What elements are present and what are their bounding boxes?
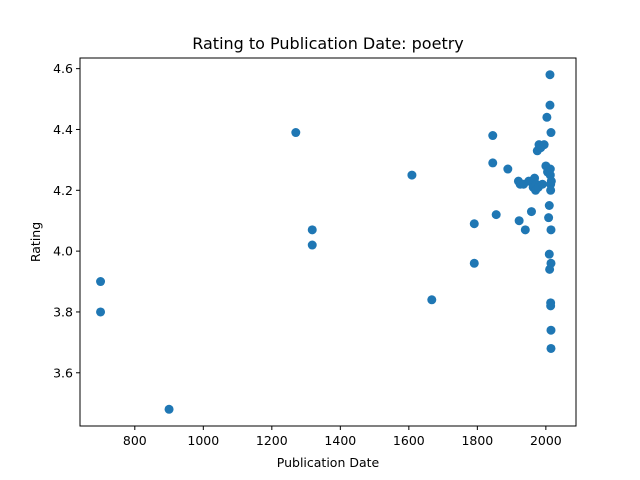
data-point — [164, 404, 174, 414]
data-point — [546, 128, 556, 138]
data-point — [307, 225, 317, 235]
data-point — [544, 213, 554, 223]
data-point — [96, 307, 106, 317]
data-point — [291, 128, 301, 138]
x-tick-label: 800 — [123, 433, 147, 448]
points-layer — [96, 70, 556, 414]
data-point — [537, 179, 547, 189]
data-point — [407, 170, 417, 180]
x-tick-label: 1400 — [324, 433, 356, 448]
x-tick-label: 2000 — [530, 433, 562, 448]
data-point — [546, 176, 556, 186]
data-point — [542, 112, 552, 122]
data-point — [546, 185, 556, 195]
y-tick-label: 3.6 — [53, 365, 73, 380]
x-tick-label: 1000 — [187, 433, 219, 448]
data-point — [546, 343, 556, 353]
data-point — [545, 70, 555, 80]
data-point — [544, 249, 554, 259]
data-point — [520, 225, 530, 235]
x-axis-label: Publication Date — [277, 455, 380, 470]
x-tick-label: 1200 — [256, 433, 288, 448]
data-point — [427, 295, 437, 305]
data-point — [307, 240, 317, 250]
chart-title: Rating to Publication Date: poetry — [192, 34, 464, 53]
plot-area-frame — [79, 57, 577, 427]
data-point — [514, 216, 524, 226]
data-point — [546, 225, 556, 235]
data-point — [488, 131, 498, 141]
data-point — [546, 301, 556, 311]
data-point — [96, 277, 106, 287]
y-tick-label: 4.0 — [53, 244, 73, 259]
data-point — [526, 207, 536, 217]
x-axis: 800 1000 1200 1400 1600 1800 2000 — [123, 426, 562, 448]
x-tick-label: 1800 — [461, 433, 493, 448]
data-point — [546, 325, 556, 335]
data-point — [546, 258, 556, 268]
y-axis-label: Rating — [28, 222, 43, 262]
y-axis: 3.6 3.8 4.0 4.2 4.4 4.6 — [53, 61, 80, 380]
data-point — [545, 100, 555, 110]
y-tick-label: 4.4 — [53, 122, 73, 137]
data-point — [544, 201, 554, 210]
data-point — [539, 140, 549, 150]
data-point — [503, 164, 513, 174]
data-point — [469, 258, 479, 268]
y-tick-label: 4.6 — [53, 61, 73, 76]
y-tick-label: 4.2 — [53, 183, 73, 198]
y-tick-label: 3.8 — [53, 304, 73, 319]
data-point — [488, 158, 498, 168]
data-point — [469, 219, 479, 229]
x-tick-label: 1600 — [393, 433, 425, 448]
data-point — [491, 210, 501, 220]
